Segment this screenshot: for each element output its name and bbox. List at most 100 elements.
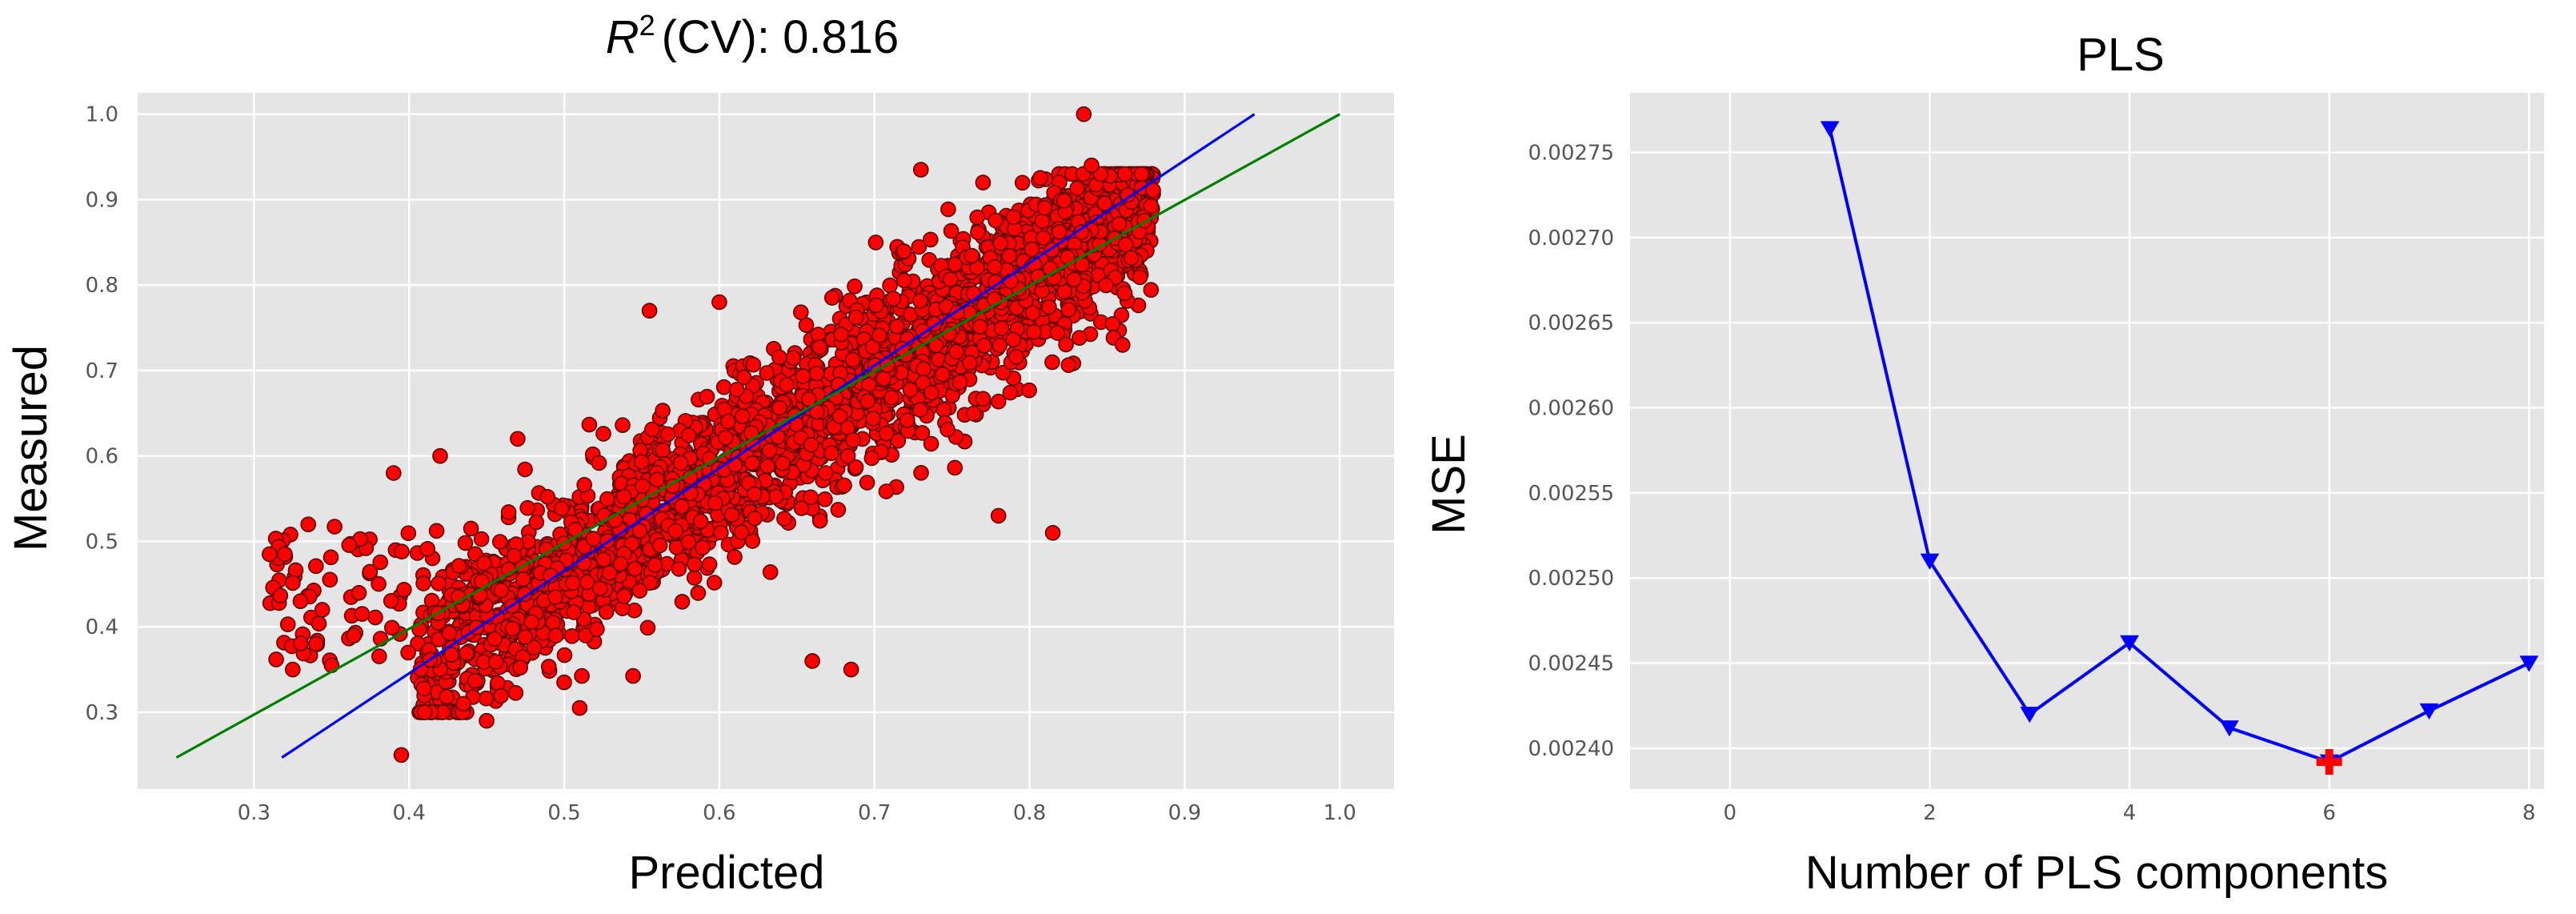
scatter-point: [396, 581, 412, 598]
scatter-point: [564, 575, 581, 591]
scatter-point: [478, 690, 495, 707]
scatter-point: [1117, 236, 1134, 253]
scatter-point: [367, 609, 383, 626]
mse-y-tick-label: 0.00265: [1528, 311, 1614, 335]
scatter-point: [923, 435, 939, 452]
scatter-point: [659, 426, 676, 443]
scatter-point: [467, 672, 483, 689]
scatter-point: [674, 593, 691, 610]
scatter-point: [393, 747, 410, 764]
scatter-point: [394, 543, 410, 560]
scatter-point: [1034, 213, 1051, 230]
scatter-y-tick-label: 0.8: [86, 274, 118, 298]
scatter-point: [793, 500, 810, 516]
scatter-point: [1072, 330, 1088, 347]
mse-y-tick-label: 0.00255: [1528, 482, 1614, 506]
scatter-point: [868, 297, 884, 314]
scatter-point: [771, 349, 787, 366]
scatter-point: [566, 604, 582, 620]
scatter-point: [993, 320, 1010, 336]
scatter-point: [803, 489, 819, 506]
scatter-point: [491, 534, 508, 550]
scatter-point: [493, 582, 510, 599]
minimum-plus-marker: [2316, 748, 2342, 775]
scatter-point: [843, 661, 859, 678]
mse-point-marker: [2519, 655, 2539, 672]
mse-point-marker: [2219, 720, 2239, 737]
scatter-point: [1058, 336, 1074, 353]
scatter-point: [651, 537, 668, 554]
scatter-point: [1044, 354, 1060, 371]
scatter-point: [633, 454, 650, 470]
mse-point-marker: [2020, 707, 2040, 724]
scatter-point: [354, 606, 371, 622]
scatter-point: [836, 477, 852, 494]
scatter-point: [1014, 174, 1031, 191]
scatter-point: [831, 408, 848, 424]
scatter-point: [1145, 182, 1161, 198]
scatter-x-tick-label: 0.7: [858, 801, 891, 825]
scatter-point: [844, 351, 861, 368]
scatter-point: [871, 327, 887, 343]
scatter-point: [647, 557, 663, 573]
scatter-point: [1069, 180, 1085, 196]
scatter-point: [631, 523, 648, 539]
scatter-point: [576, 476, 593, 493]
scatter-point: [1005, 209, 1022, 226]
scatter-point: [992, 235, 1008, 251]
scatter-y-tick-label: 0.5: [86, 530, 118, 554]
scatter-point: [639, 619, 656, 636]
scatter-point: [1001, 248, 1017, 264]
scatter-point: [972, 319, 988, 335]
scatter-point: [863, 450, 880, 467]
scatter-point: [680, 534, 697, 551]
scatter-point: [969, 209, 985, 226]
scatter-point: [707, 495, 723, 511]
scatter-point: [939, 421, 955, 438]
scatter-point: [915, 361, 931, 378]
scatter-point: [285, 575, 301, 591]
scatter-x-tick-label: 0.4: [393, 801, 426, 825]
scatter-point: [775, 455, 791, 471]
mse-y-tick-label: 0.00275: [1528, 141, 1614, 165]
scatter-point: [847, 459, 864, 475]
mse-gridlines: [1630, 93, 2544, 789]
scatter-point: [1076, 106, 1092, 122]
scatter-point: [1024, 305, 1041, 321]
scatter-point: [439, 688, 455, 705]
scatter-point: [284, 661, 301, 678]
scatter-point: [882, 277, 898, 294]
scatter-y-tick-label: 0.6: [86, 445, 118, 469]
scatter-point: [487, 654, 504, 670]
scatter-point: [771, 399, 787, 416]
scatter-point: [300, 516, 317, 533]
title-r-superscript: 2: [639, 9, 655, 42]
scatter-point: [759, 365, 775, 381]
scatter-point: [672, 455, 689, 471]
scatter-point: [1036, 230, 1052, 247]
mse-y-tick-labels: 0.00240 0.00245 0.00250 0.00255 0.00260 0.002…: [1528, 141, 1614, 760]
scatter-y-tick-label: 0.3: [86, 701, 118, 725]
scatter-point: [1051, 223, 1068, 240]
scatter-point: [992, 337, 1008, 354]
scatter-point: [746, 486, 763, 503]
scatter-point: [1084, 157, 1100, 174]
scatter-point: [847, 309, 864, 326]
scatter-point: [667, 523, 684, 539]
scatter-point: [823, 445, 839, 462]
scatter-point: [680, 427, 697, 443]
scatter-point: [727, 549, 743, 565]
mse-y-tick-label: 0.00250: [1528, 567, 1614, 591]
scatter-point: [686, 556, 703, 573]
scatter-point: [759, 458, 776, 475]
scatter-point: [785, 350, 802, 367]
scatter-point: [644, 421, 660, 438]
scatter-point: [947, 459, 963, 476]
scatter-point: [504, 620, 521, 637]
scatter-lines: [175, 113, 1340, 759]
scatter-point: [400, 644, 416, 661]
scatter-point: [327, 519, 343, 535]
scatter-point: [272, 587, 289, 604]
scatter-point: [735, 369, 752, 386]
scatter-point: [1120, 186, 1136, 203]
